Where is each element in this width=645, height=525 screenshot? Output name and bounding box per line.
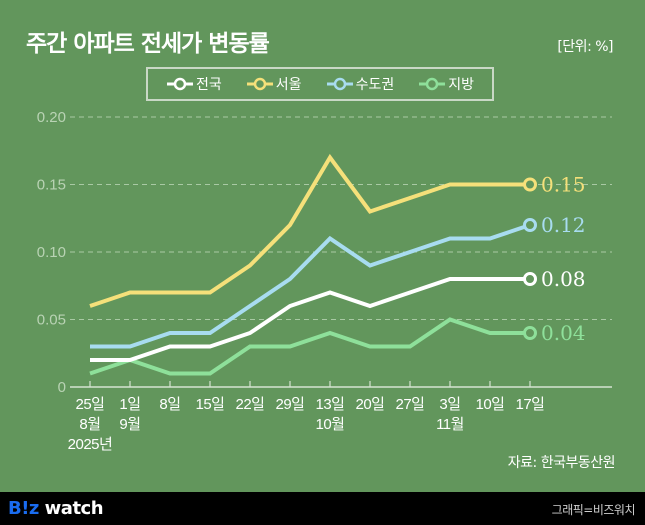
- legend-item-national: 전국: [166, 74, 222, 94]
- x-month-label: 8월: [79, 416, 100, 433]
- x-tick-label: 22일: [236, 396, 265, 413]
- legend-label: 지방: [448, 77, 474, 93]
- end-value-label: 0.12: [541, 213, 586, 237]
- x-tick-label: 25일: [76, 396, 105, 413]
- end-point-marker: [523, 272, 537, 286]
- y-tick-label: 0: [58, 379, 66, 396]
- legend-item-metro: 수도권: [326, 74, 395, 94]
- x-tick-label: 20일: [356, 396, 385, 413]
- end-point-marker: [523, 177, 537, 192]
- legend: 전국 서울 수도권 지방: [146, 67, 494, 101]
- legend-marker-icon: [246, 77, 273, 91]
- x-year-label: 2025년: [68, 436, 113, 453]
- series-line-1: [89, 153, 530, 308]
- x-tick-label: 8일: [159, 396, 180, 413]
- legend-label: 수도권: [355, 77, 395, 93]
- y-tick-label: 0.15: [37, 177, 66, 194]
- graphic-credit: 그래픽=비즈워치: [551, 503, 636, 517]
- x-tick-label: 3일: [439, 396, 460, 413]
- legend-marker-icon: [419, 77, 446, 91]
- x-tick-label: 15일: [196, 396, 225, 413]
- end-value-label: 0.04: [541, 321, 586, 345]
- x-tick-label: 27일: [396, 396, 425, 413]
- end-point-marker: [523, 218, 537, 232]
- x-tick-label: 29일: [276, 396, 305, 413]
- line-chart: 0 0.05 0.10 0.15 0.20 25일 8월 1일 9월 8일 15일 22일 29일 13일…: [37, 109, 612, 453]
- x-tick-label: 1일: [119, 396, 140, 413]
- x-month-label: 10월: [316, 416, 345, 433]
- source-label: 자료: 한국부동산원: [507, 455, 616, 471]
- y-tick-label: 0.20: [37, 109, 66, 126]
- legend-marker-icon: [326, 77, 353, 91]
- series-line-2: [90, 223, 531, 349]
- bizwatch-logo: B!z watch: [8, 498, 104, 519]
- footer-bar: B!z watch 그래픽=비즈워치: [0, 492, 645, 525]
- logo-part: B!z: [8, 498, 39, 519]
- unit-label: [단위: %]: [557, 39, 613, 55]
- end-point-marker: [523, 326, 537, 340]
- legend-item-regional: 지방: [418, 74, 474, 94]
- chart-title: 주간 아파트 전세가 변동률: [26, 31, 270, 57]
- logo-part: watch: [38, 498, 104, 519]
- end-value-label: 0.08: [541, 267, 586, 291]
- legend-item-seoul: 서울: [246, 74, 302, 94]
- x-tick-label: 17일: [516, 396, 545, 413]
- y-tick-label: 0.05: [37, 312, 66, 329]
- y-tick-label: 0.10: [37, 244, 66, 261]
- series-line-0: [90, 277, 530, 362]
- x-month-label: 9월: [119, 416, 140, 433]
- x-tick-label: 13일: [316, 396, 345, 413]
- legend-label: 전국: [196, 77, 222, 93]
- legend-label: 서울: [275, 77, 302, 93]
- x-tick-label: 10일: [476, 396, 505, 413]
- series-line-3: [89, 317, 530, 376]
- legend-marker-icon: [167, 77, 193, 91]
- x-month-label: 11월: [436, 416, 464, 433]
- end-value-label: 0.15: [541, 173, 586, 197]
